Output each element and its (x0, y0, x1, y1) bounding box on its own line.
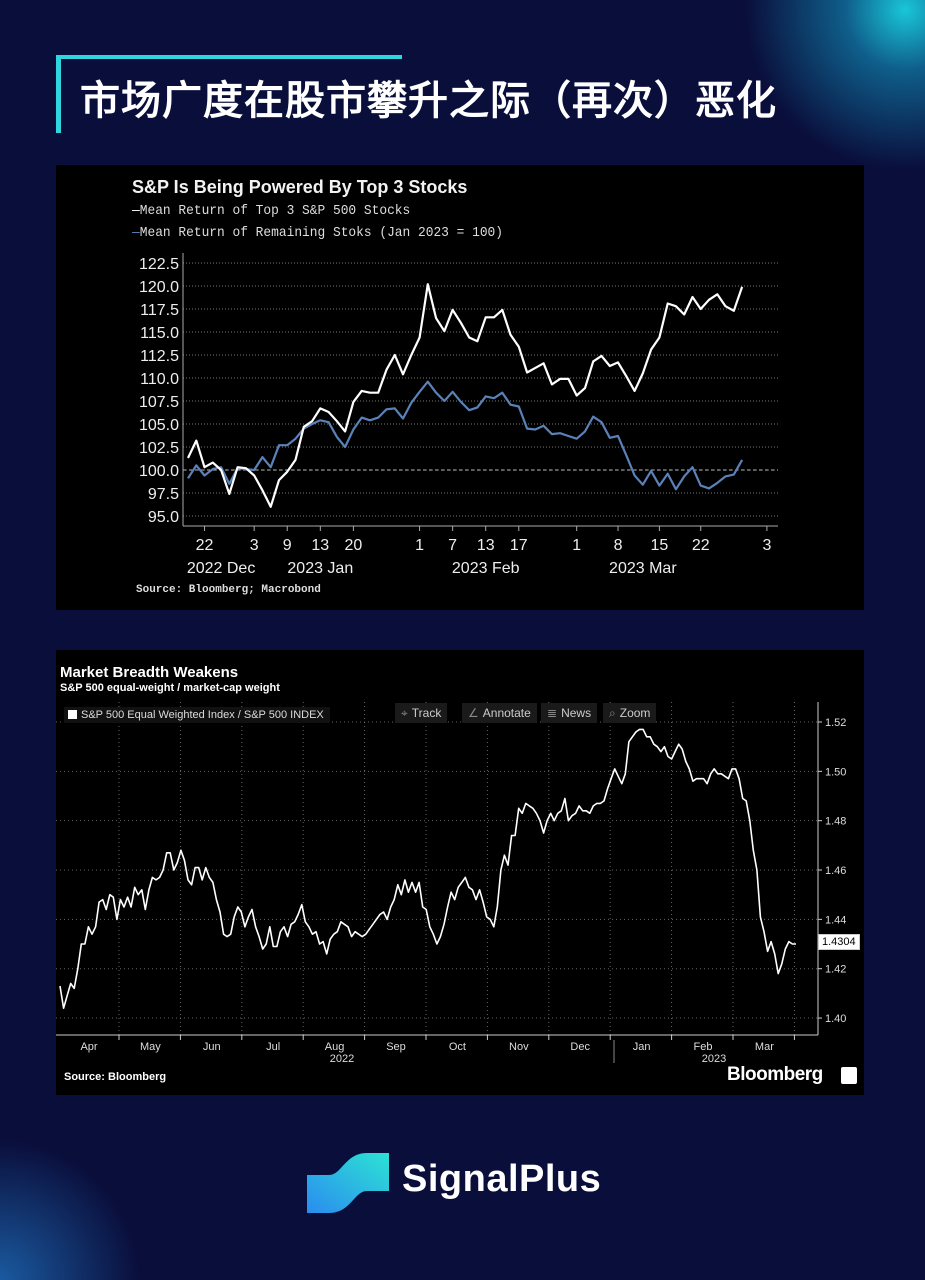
x-tick-label: 3 (762, 537, 771, 554)
y-tick-label: 1.50 (825, 766, 846, 778)
year-label: 2022 (330, 1053, 354, 1065)
x-tick-label: May (140, 1041, 161, 1053)
y-tick-label: 1.52 (825, 717, 846, 729)
chart-title: Market Breadth Weakens (60, 664, 239, 681)
header-accent-line (56, 55, 402, 59)
x-tick-label: 17 (510, 537, 528, 554)
x-tick-label: Apr (80, 1041, 97, 1053)
chart-subtitle: S&P 500 equal-weight / market-cap weight (60, 682, 280, 694)
y-tick-label: 1.48 (825, 816, 846, 828)
y-tick-label: 102.5 (139, 440, 179, 457)
page-title: 市场广度在股市攀升之际（再次）恶化 (80, 79, 777, 123)
crosshair-icon: ⌖ (401, 706, 408, 720)
y-tick-label: 1.46 (825, 865, 846, 877)
x-tick-label: 15 (650, 537, 668, 554)
chart-source: Source: Bloomberg; Macrobond (136, 584, 321, 596)
brand-name: SignalPlus (402, 1158, 602, 1200)
x-tick-label: 9 (283, 537, 292, 554)
x-tick-label: Oct (449, 1041, 466, 1053)
series-line-breadth (59, 728, 796, 1010)
y-tick-label: 107.5 (139, 394, 179, 411)
legend-item: S&P 500 Equal Weighted Index / S&P 500 I… (64, 707, 330, 723)
legend-swatch (68, 710, 77, 719)
x-group-label: 2023 Mar (609, 560, 677, 577)
y-tick-label: 95.0 (148, 509, 179, 526)
y-tick-label: 110.0 (140, 371, 179, 388)
last-value-label: 1.4304 (818, 934, 860, 950)
legend-label: Mean Return of Remaining Stoks (Jan 2023… (139, 225, 504, 241)
zoom-button[interactable]: ⌕ Zoom (603, 703, 657, 723)
legend-item-top3: —Mean Return of Top 3 S&P 500 Stocks (132, 203, 411, 219)
series-line-remaining (187, 380, 744, 491)
news-icon: ≣ (547, 706, 558, 720)
legend-label: Mean Return of Top 3 S&P 500 Stocks (139, 203, 411, 219)
y-tick-label: 112.5 (140, 348, 179, 365)
pencil-icon: ∠ (468, 706, 479, 720)
y-tick-label: 100.0 (139, 463, 179, 480)
y-tick-label: 120.0 (139, 279, 179, 296)
bloomberg-chart-icon (841, 1067, 857, 1084)
y-tick-label: 1.42 (825, 964, 846, 976)
x-tick-label: Jun (203, 1041, 221, 1053)
y-tick-label: 1.44 (825, 914, 846, 926)
x-tick-label: 20 (345, 537, 363, 554)
x-tick-label: Feb (694, 1041, 713, 1053)
x-tick-label: 3 (250, 537, 259, 554)
x-tick-label: Nov (509, 1041, 529, 1053)
x-group-label: 2023 Jan (287, 560, 353, 577)
x-tick-label: 1 (415, 537, 424, 554)
bloomberg-logo: Bloomberg (727, 1064, 823, 1085)
chart-market-breadth: 1.40 1.42 1.44 1.46 1.48 1.50 1.52 Apr May Jun Jul… (56, 650, 864, 1095)
x-tick-label: Jul (266, 1041, 280, 1053)
y-tick-label: 105.0 (139, 417, 179, 434)
x-tick-label: 22 (196, 537, 214, 554)
x-tick-label: 7 (448, 537, 457, 554)
y-tick-label: 122.5 (139, 256, 179, 273)
signalplus-logo-icon (307, 1153, 389, 1213)
track-button[interactable]: ⌖ Track (395, 703, 448, 723)
x-group-label: 2022 Dec (187, 560, 256, 577)
header-accent-bar (56, 55, 61, 133)
x-tick-label: 1 (572, 537, 581, 554)
x-tick-label: 8 (614, 537, 623, 554)
year-label: 2023 (702, 1053, 726, 1065)
y-tick-label: 115.0 (140, 325, 179, 342)
x-tick-label: Aug (325, 1041, 345, 1053)
chart-source: Source: Bloomberg (64, 1071, 167, 1083)
x-group-label: 2023 Feb (452, 560, 520, 577)
magnifier-icon: ⌕ (609, 706, 616, 720)
x-tick-label: Jan (633, 1041, 651, 1053)
y-tick-label: 97.5 (148, 486, 179, 503)
x-tick-label: 13 (477, 537, 495, 554)
x-tick-label: 13 (311, 537, 329, 554)
series-line-top3 (187, 283, 744, 508)
chart-title: S&P Is Being Powered By Top 3 Stocks (132, 177, 468, 197)
chart-top3-plot: 95.097.5100.0102.5105.0107.5110.0112.511… (139, 253, 778, 577)
legend-item-remaining: —Mean Return of Remaining Stoks (Jan 202… (132, 225, 504, 241)
x-tick-label: Mar (755, 1041, 774, 1053)
chart-top3-stocks: 95.0 97.5 100.0 102.5 105.0 107.5 110.0 112.5 11… (56, 165, 864, 610)
y-tick-label: 1.40 (825, 1013, 846, 1025)
y-tick-label: 117.5 (140, 302, 179, 319)
legend-label: S&P 500 Equal Weighted Index / S&P 500 I… (81, 709, 324, 721)
x-tick-label: Dec (570, 1041, 590, 1053)
annotate-button[interactable]: ∠ Annotate (462, 703, 537, 723)
news-button[interactable]: ≣ News (541, 703, 598, 723)
x-tick-label: 22 (692, 537, 710, 554)
x-tick-label: Sep (386, 1041, 406, 1053)
